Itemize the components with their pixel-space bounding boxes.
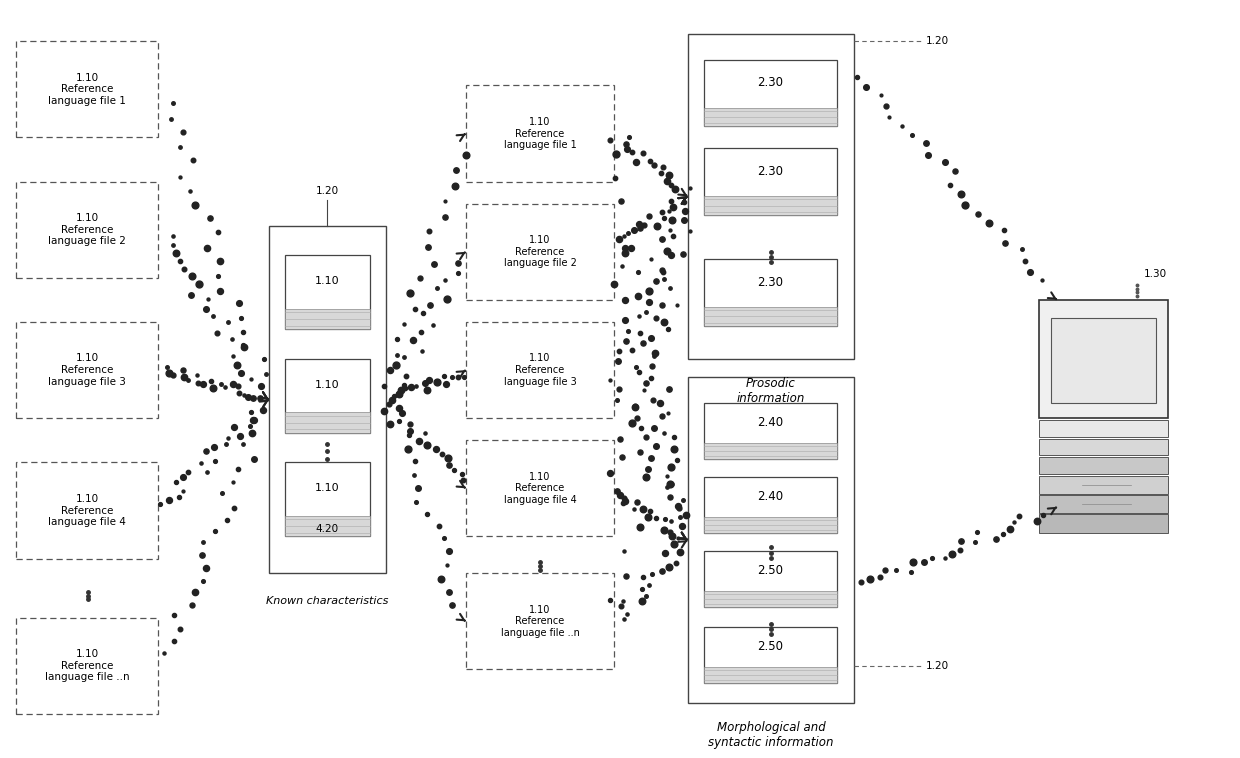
FancyBboxPatch shape bbox=[688, 377, 854, 703]
FancyBboxPatch shape bbox=[1039, 495, 1168, 512]
FancyBboxPatch shape bbox=[704, 667, 837, 683]
Text: 2.40: 2.40 bbox=[758, 490, 784, 503]
Text: 4.20: 4.20 bbox=[316, 524, 339, 534]
Text: 2.30: 2.30 bbox=[758, 276, 784, 289]
FancyBboxPatch shape bbox=[704, 517, 837, 533]
Text: 1.10
Reference
language file 3: 1.10 Reference language file 3 bbox=[48, 353, 126, 387]
FancyBboxPatch shape bbox=[688, 34, 854, 359]
FancyBboxPatch shape bbox=[704, 628, 837, 683]
Text: 2.30: 2.30 bbox=[758, 77, 784, 89]
Text: 1.10
Reference
language file ..n: 1.10 Reference language file ..n bbox=[501, 605, 579, 638]
Text: 2.50: 2.50 bbox=[758, 641, 784, 653]
FancyBboxPatch shape bbox=[1039, 514, 1168, 533]
Text: 1.10
Reference
language file 4: 1.10 Reference language file 4 bbox=[48, 494, 126, 527]
FancyBboxPatch shape bbox=[704, 591, 837, 606]
FancyBboxPatch shape bbox=[16, 182, 159, 277]
FancyBboxPatch shape bbox=[1039, 300, 1168, 418]
Text: Prosodic
information: Prosodic information bbox=[737, 377, 805, 406]
Text: 1.10
Reference
language file 3: 1.10 Reference language file 3 bbox=[503, 353, 577, 387]
FancyBboxPatch shape bbox=[285, 359, 370, 433]
Text: 1.10
Reference
language file ..n: 1.10 Reference language file ..n bbox=[45, 649, 130, 682]
FancyBboxPatch shape bbox=[16, 618, 159, 714]
Text: 1.20: 1.20 bbox=[316, 186, 339, 196]
FancyBboxPatch shape bbox=[704, 307, 837, 326]
FancyBboxPatch shape bbox=[1039, 421, 1168, 437]
Text: 2.50: 2.50 bbox=[758, 564, 784, 577]
FancyBboxPatch shape bbox=[466, 204, 614, 300]
FancyBboxPatch shape bbox=[16, 41, 159, 137]
Text: 1.10
Reference
language file 2: 1.10 Reference language file 2 bbox=[503, 235, 577, 268]
FancyBboxPatch shape bbox=[704, 443, 837, 459]
FancyBboxPatch shape bbox=[704, 149, 837, 215]
FancyBboxPatch shape bbox=[466, 86, 614, 182]
FancyBboxPatch shape bbox=[269, 226, 386, 573]
Text: 1.10: 1.10 bbox=[315, 484, 340, 493]
Text: Morphological and
syntactic information: Morphological and syntactic information bbox=[708, 721, 833, 749]
FancyBboxPatch shape bbox=[1039, 439, 1168, 455]
FancyBboxPatch shape bbox=[285, 462, 370, 537]
FancyBboxPatch shape bbox=[466, 322, 614, 418]
FancyBboxPatch shape bbox=[1039, 476, 1168, 493]
Text: 2.30: 2.30 bbox=[758, 165, 784, 178]
Text: Known characteristics: Known characteristics bbox=[267, 596, 388, 606]
FancyBboxPatch shape bbox=[285, 255, 370, 330]
FancyBboxPatch shape bbox=[16, 462, 159, 559]
Text: 1.10
Reference
language file 2: 1.10 Reference language file 2 bbox=[48, 213, 126, 246]
FancyBboxPatch shape bbox=[704, 403, 837, 459]
FancyBboxPatch shape bbox=[285, 309, 370, 330]
Text: 1.30: 1.30 bbox=[1143, 269, 1167, 279]
FancyBboxPatch shape bbox=[704, 196, 837, 215]
Text: 1.10: 1.10 bbox=[315, 380, 340, 390]
FancyBboxPatch shape bbox=[285, 515, 370, 537]
Text: 1.10
Reference
language file 4: 1.10 Reference language file 4 bbox=[503, 471, 577, 505]
FancyBboxPatch shape bbox=[16, 322, 159, 418]
Text: 1.10: 1.10 bbox=[315, 277, 340, 287]
Text: 2.40: 2.40 bbox=[758, 416, 784, 429]
Text: 1.20: 1.20 bbox=[925, 36, 949, 46]
FancyBboxPatch shape bbox=[285, 412, 370, 433]
FancyBboxPatch shape bbox=[1052, 318, 1156, 403]
FancyBboxPatch shape bbox=[1039, 457, 1168, 474]
FancyBboxPatch shape bbox=[704, 108, 837, 126]
FancyBboxPatch shape bbox=[704, 478, 837, 533]
FancyBboxPatch shape bbox=[704, 551, 837, 606]
FancyBboxPatch shape bbox=[704, 259, 837, 326]
FancyBboxPatch shape bbox=[466, 573, 614, 669]
Text: 1.10
Reference
language file 1: 1.10 Reference language file 1 bbox=[503, 117, 577, 150]
Text: 1.20: 1.20 bbox=[925, 661, 949, 671]
Text: 1.10
Reference
language file 1: 1.10 Reference language file 1 bbox=[48, 73, 126, 106]
FancyBboxPatch shape bbox=[704, 60, 837, 126]
FancyBboxPatch shape bbox=[466, 440, 614, 537]
